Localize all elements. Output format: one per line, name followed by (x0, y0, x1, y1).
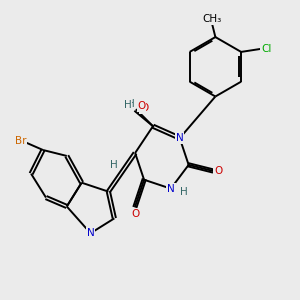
Text: H: H (127, 99, 135, 109)
Text: N: N (87, 228, 94, 238)
Text: CH₃: CH₃ (203, 14, 222, 24)
Text: O: O (140, 103, 148, 113)
Text: N: N (176, 133, 184, 143)
Text: O: O (131, 209, 139, 219)
Text: O: O (214, 166, 223, 176)
Text: Br: Br (15, 136, 26, 146)
Text: Cl: Cl (261, 44, 272, 54)
Text: O: O (138, 101, 146, 111)
Text: H: H (124, 100, 132, 110)
Text: H: H (180, 187, 188, 196)
Text: N: N (167, 184, 175, 194)
Text: H: H (110, 160, 118, 170)
